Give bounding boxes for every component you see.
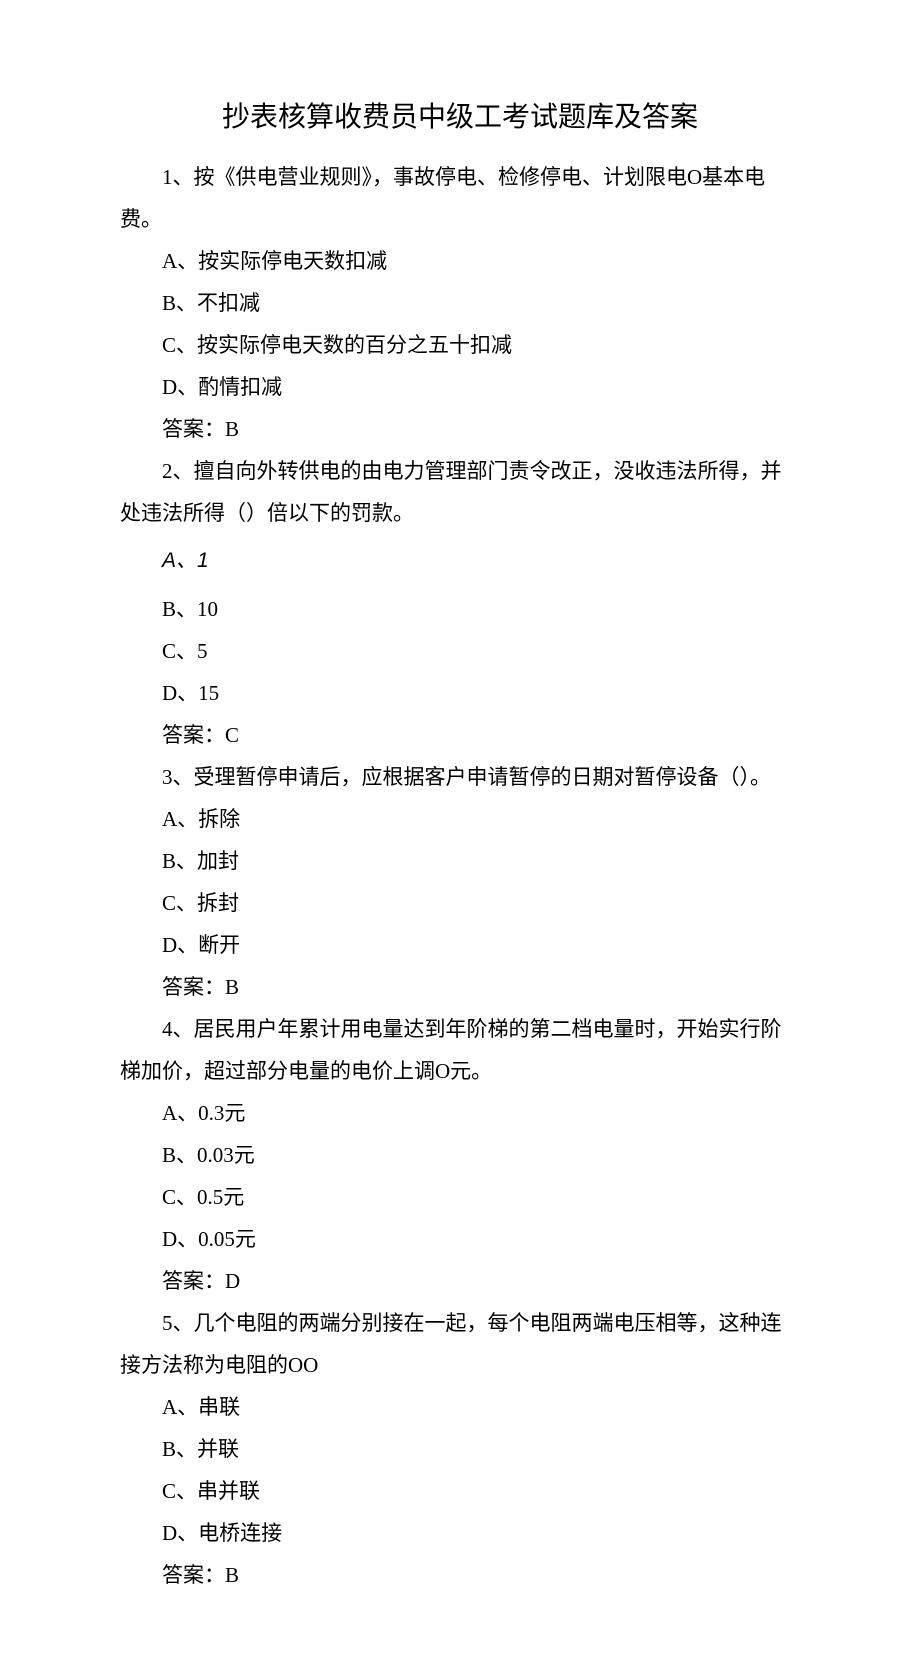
- option-d: D、酌情扣减: [120, 366, 800, 408]
- option-d: D、断开: [120, 924, 800, 966]
- question-text: 2、擅自向外转供电的由电力管理部门责令改正，没收违法所得，并处违法所得（）倍以下…: [120, 450, 800, 534]
- question-text: 4、居民用户年累计用电量达到年阶梯的第二档电量时，开始实行阶梯加价，超过部分电量…: [120, 1008, 800, 1092]
- option-c: C、串并联: [120, 1470, 800, 1512]
- question-5: 5、几个电阻的两端分别接在一起，每个电阻两端电压相等，这种连接方法称为电阻的OO…: [120, 1302, 800, 1596]
- option-a: A、串联: [120, 1386, 800, 1428]
- option-c: C、5: [120, 630, 800, 672]
- option-c: C、0.5元: [120, 1176, 800, 1218]
- option-b: B、0.03元: [120, 1134, 800, 1176]
- option-c: C、拆封: [120, 882, 800, 924]
- option-b: B、10: [120, 588, 800, 630]
- answer: 答案：D: [120, 1260, 800, 1302]
- option-d: D、15: [120, 672, 800, 714]
- question-text: 3、受理暂停申请后，应根据客户申请暂停的日期对暂停设备（）。: [120, 756, 800, 798]
- document-title: 抄表核算收费员中级工考试题库及答案: [120, 90, 800, 146]
- answer: 答案：B: [120, 408, 800, 450]
- question-1: 1、按《供电营业规则》，事故停电、检修停电、计划限电O基本电费。 A、按实际停电…: [120, 156, 800, 450]
- option-d: D、0.05元: [120, 1218, 800, 1260]
- option-b: B、加封: [120, 840, 800, 882]
- answer: 答案：C: [120, 714, 800, 756]
- question-2: 2、擅自向外转供电的由电力管理部门责令改正，没收违法所得，并处违法所得（）倍以下…: [120, 450, 800, 756]
- option-a: A、1: [120, 540, 800, 582]
- answer: 答案：B: [120, 966, 800, 1008]
- answer: 答案：B: [120, 1554, 800, 1596]
- option-d: D、电桥连接: [120, 1512, 800, 1554]
- option-a: A、按实际停电天数扣减: [120, 240, 800, 282]
- question-4: 4、居民用户年累计用电量达到年阶梯的第二档电量时，开始实行阶梯加价，超过部分电量…: [120, 1008, 800, 1302]
- option-a: A、0.3元: [120, 1092, 800, 1134]
- option-b: B、并联: [120, 1428, 800, 1470]
- option-b: B、不扣减: [120, 282, 800, 324]
- option-a: A、拆除: [120, 798, 800, 840]
- question-3: 3、受理暂停申请后，应根据客户申请暂停的日期对暂停设备（）。 A、拆除 B、加封…: [120, 756, 800, 1008]
- question-text: 1、按《供电营业规则》，事故停电、检修停电、计划限电O基本电费。: [120, 156, 800, 240]
- question-text: 5、几个电阻的两端分别接在一起，每个电阻两端电压相等，这种连接方法称为电阻的OO: [120, 1302, 800, 1386]
- option-c: C、按实际停电天数的百分之五十扣减: [120, 324, 800, 366]
